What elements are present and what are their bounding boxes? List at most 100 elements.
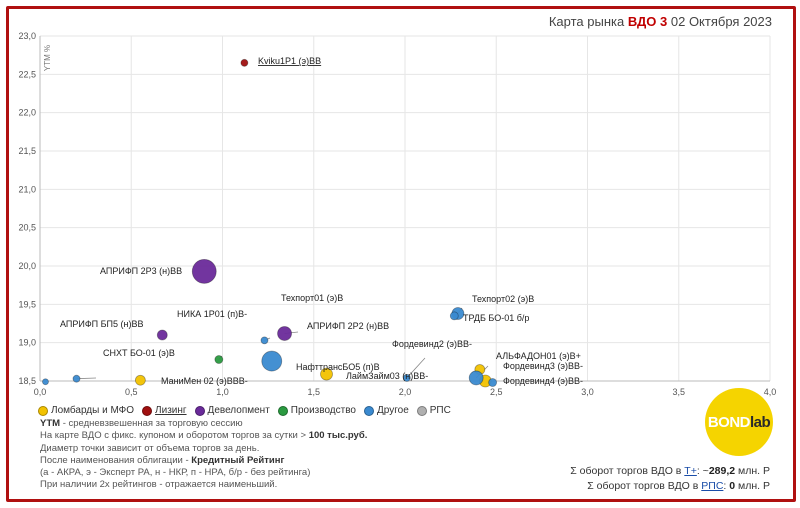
data-label: СНХТ БО-01 (э)В [103, 348, 175, 358]
turnover-rps: Σ оборот торгов ВДО в РПС: 0 млн. Р [570, 479, 770, 494]
legend: Ломбарды и МФО Лизинг Девелопмент Производс… [38, 405, 451, 416]
note-lowest: При наличии 2х рейтингов - отражается на… [40, 479, 278, 491]
note-rating-bold: Кредитный Рейтинг [191, 454, 285, 466]
note-ytm-text: - средневзвешенная за торговую сессию [60, 418, 243, 429]
turnover-rps-prefix: Σ оборот торгов ВДО в [587, 480, 702, 492]
data-label: АПРИФП БП5 (н)ВВ [60, 319, 144, 329]
data-point [134, 374, 146, 386]
turnover-rps-value: 0 [729, 480, 736, 492]
chart-grid [39, 35, 771, 382]
data-label: АПРИФП 2Р3 (н)ВВ [100, 266, 182, 276]
data-label: Kviku1P1 (э)ВВ [258, 56, 321, 66]
legend-label: Другое [376, 405, 409, 416]
note-rating: После наименования облигации - Кредитный… [40, 455, 367, 467]
x-tick-label: 0,5 [125, 387, 138, 397]
data-point [449, 311, 459, 321]
data-point [320, 367, 333, 381]
data-point [214, 355, 224, 364]
data-point [260, 336, 269, 345]
data-label: НафттрансБО5 (п)В [296, 362, 380, 372]
y-tick-label: 20,5 [18, 223, 36, 233]
turnover-totals: Σ оборот торгов ВДО в Т+: ~289,2 млн. Р … [570, 464, 770, 494]
data-point [488, 378, 498, 387]
y-tick-label: 18,5 [18, 376, 36, 386]
turnover-tplus-suffix: млн. Р [735, 465, 770, 477]
data-point [468, 370, 484, 386]
chart-title: Карта рынка ВДО 3 02 Октября 2023 [549, 14, 772, 29]
data-label: Техпорт01 (э)В [281, 293, 343, 303]
legend-label: Ломбарды и МФО [51, 405, 135, 416]
data-label: МаниМен 02 (э)ВВВ- [161, 376, 248, 386]
data-point [72, 374, 81, 383]
data-label: АПРИФП 2Р2 (н)ВВ [307, 321, 389, 331]
x-tick-label: 3,5 [672, 387, 685, 397]
legend-item: Девелопмент [194, 405, 270, 416]
legend-item: Ломбарды и МФО [38, 405, 134, 416]
turnover-tplus-value: 289,2 [708, 465, 736, 477]
data-label: АЛЬФАДОН01 (э)В+ [496, 351, 581, 361]
note-filter-bold: 100 тыс.руб. [308, 430, 368, 442]
y-tick-label: 22,5 [18, 69, 36, 79]
legend-label: Лизинг [155, 405, 187, 416]
leader-line [406, 357, 426, 379]
x-tick-label: 1,0 [216, 387, 229, 397]
legend-label: Девелопмент [207, 405, 270, 416]
y-tick-label: 23,0 [18, 31, 36, 41]
data-label: ТРДБ БО-01 б/р [463, 313, 529, 323]
x-tick-label: 3,0 [581, 387, 594, 397]
x-tick-label: 4,0 [764, 387, 777, 397]
legend-item: РПС [416, 405, 451, 416]
title-prefix: Карта рынка [548, 14, 628, 29]
report-frame [6, 6, 796, 502]
legend-label: Производство [290, 405, 356, 416]
y-axis-label: YTM % [43, 45, 52, 71]
turnover-rps-mid: : [723, 480, 730, 492]
logo-lab: lab [749, 413, 771, 431]
legend-item: Производство [277, 405, 356, 416]
y-tick-label: 22,0 [18, 108, 36, 118]
x-tick-label: 1,5 [307, 387, 320, 397]
data-label: Фордевинд4 (э)ВВ- [503, 376, 583, 386]
note-filter-text: На карте ВДО с фикс. купоном и оборотом … [40, 430, 309, 442]
legend-dot-icon [142, 405, 153, 416]
legend-dot-icon [416, 405, 427, 416]
x-tick-label: 2,0 [399, 387, 412, 397]
legend-label: РПС [429, 405, 451, 416]
legend-item: Другое [363, 405, 409, 416]
y-tick-label: 21,5 [18, 146, 36, 156]
y-tick-label: 20,0 [18, 261, 36, 271]
chart-axes: 18,5 19,0 19,5 20,0 20,5 21,0 21,5 22,0 22,5 23,0… [18, 31, 776, 397]
data-label: Техпорт02 (э)В [472, 294, 534, 304]
note-diameter: Диаметр точки зависит от объема торгов з… [40, 442, 260, 454]
legend-dot-icon [363, 405, 374, 416]
data-point [191, 258, 217, 284]
x-tick-label: 2,5 [490, 387, 503, 397]
tplus-link[interactable]: Т+ [684, 465, 697, 477]
data-point [240, 58, 249, 67]
turnover-tplus-mid: : ~ [696, 465, 709, 477]
data-point [42, 378, 49, 386]
turnover-tplus-prefix: Σ оборот торгов ВДО в [570, 465, 685, 477]
turnover-rps-suffix: млн. Р [735, 480, 770, 492]
note-ytm: YTM - средневзвешенная за торговую сесси… [40, 418, 367, 430]
legend-item: Лизинг [142, 405, 187, 416]
rps-link[interactable]: РПС [701, 480, 724, 492]
logo-bond: BOND [707, 413, 751, 431]
title-brand: ВДО 3 [627, 14, 668, 29]
chart-notes: YTM - средневзвешенная за торговую сесси… [40, 418, 367, 492]
data-point [261, 350, 283, 372]
legend-dot-icon [38, 405, 48, 416]
turnover-tplus: Σ оборот торгов ВДО в Т+: ~289,2 млн. Р [570, 464, 770, 479]
data-point [156, 329, 168, 341]
data-point [402, 374, 411, 382]
data-label: Фордевинд3 (э)ВВ- [503, 361, 583, 371]
data-points [42, 58, 498, 388]
legend-dot-icon [194, 405, 205, 416]
y-tick-label: 21,0 [18, 184, 36, 194]
y-tick-label: 19,5 [18, 299, 36, 309]
data-label: НИКА 1Р01 (п)В- [177, 309, 247, 319]
note-rating-text: После наименования облигации - [40, 454, 192, 466]
legend-dot-icon [277, 405, 288, 416]
note-ytm-key: YTM [40, 418, 61, 429]
